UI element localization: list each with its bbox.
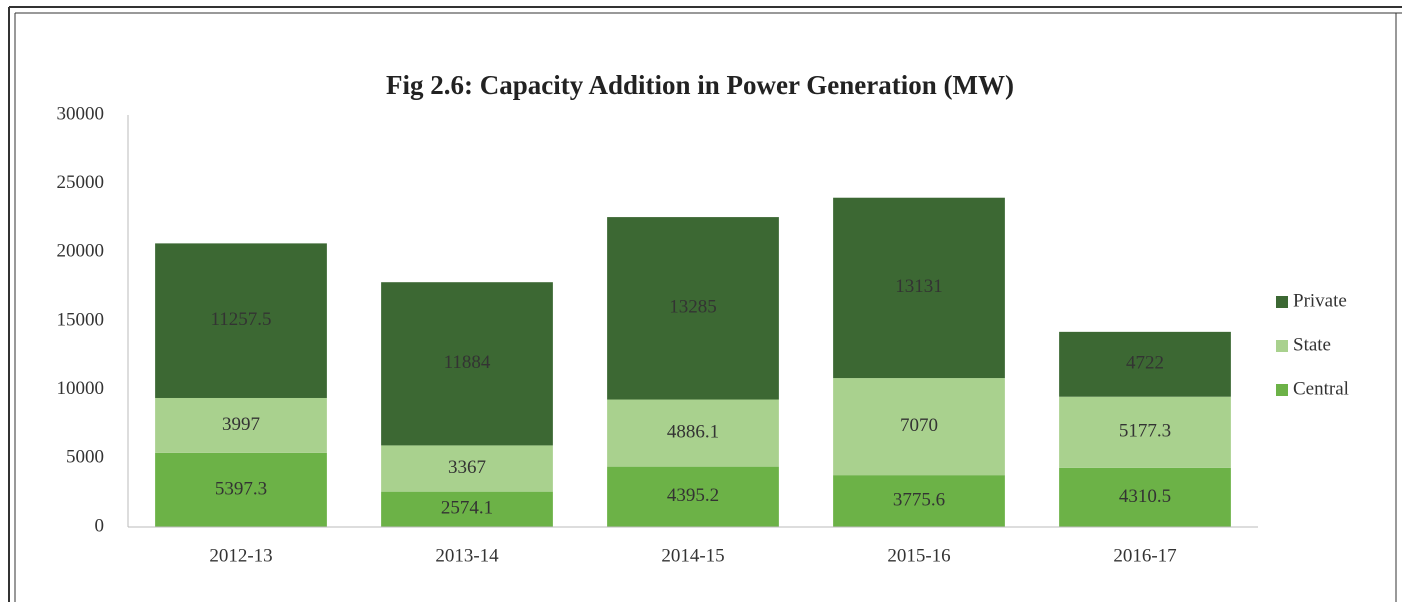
data-label: 13285: [669, 297, 717, 318]
data-label: 2574.1: [441, 498, 493, 519]
data-label: 4395.2: [667, 485, 719, 506]
data-label: 7070: [900, 415, 938, 436]
x-tick-label: 2012-13: [209, 545, 272, 566]
data-label: 11257.5: [210, 309, 271, 330]
data-label: 4722: [1126, 353, 1164, 374]
legend-swatch: [1276, 296, 1288, 308]
legend-label: Central: [1293, 378, 1349, 399]
bar-segment: [833, 197, 1005, 379]
data-label: 3367: [448, 457, 486, 478]
data-label: 13131: [895, 276, 943, 297]
data-label: 4886.1: [667, 421, 719, 442]
bar-segment: [833, 378, 1005, 476]
bar-segment: [833, 475, 1005, 527]
y-tick-label: 0: [95, 515, 105, 536]
data-label: 3997: [222, 414, 260, 435]
bar-segment: [155, 243, 327, 398]
data-label: 4310.5: [1119, 486, 1171, 507]
bar-segment: [1059, 396, 1231, 468]
data-label: 3775.6: [893, 489, 945, 510]
legend-swatch: [1276, 340, 1288, 352]
x-tick-label: 2015-16: [887, 545, 950, 566]
x-tick-label: 2013-14: [435, 545, 499, 566]
bar-segment: [607, 217, 779, 400]
y-tick-label: 20000: [57, 241, 105, 262]
legend-swatch: [1276, 384, 1288, 396]
bar-segment: [381, 491, 553, 527]
data-label: 5397.3: [215, 478, 267, 499]
y-tick-label: 5000: [66, 447, 104, 468]
legend-label: Private: [1293, 290, 1347, 311]
chart-title: Fig 2.6: Capacity Addition in Power Gene…: [386, 70, 1014, 100]
y-tick-label: 25000: [57, 172, 105, 193]
x-tick-label: 2016-17: [1113, 545, 1176, 566]
y-tick-label: 15000: [57, 309, 105, 330]
legend-label: State: [1293, 334, 1331, 355]
data-label: 11884: [444, 352, 491, 373]
data-label: 5177.3: [1119, 421, 1171, 442]
bar-segment: [607, 399, 779, 467]
bar-segment: [381, 445, 553, 492]
bar-segment: [1059, 331, 1231, 397]
bar-segment: [155, 452, 327, 527]
x-tick-label: 2014-15: [661, 545, 724, 566]
y-tick-label: 10000: [57, 378, 105, 399]
bar-segment: [607, 466, 779, 527]
bar-segment: [381, 282, 553, 446]
bar-segment: [1059, 467, 1231, 527]
bar-segment: [155, 397, 327, 453]
y-tick-label: 30000: [57, 103, 105, 124]
